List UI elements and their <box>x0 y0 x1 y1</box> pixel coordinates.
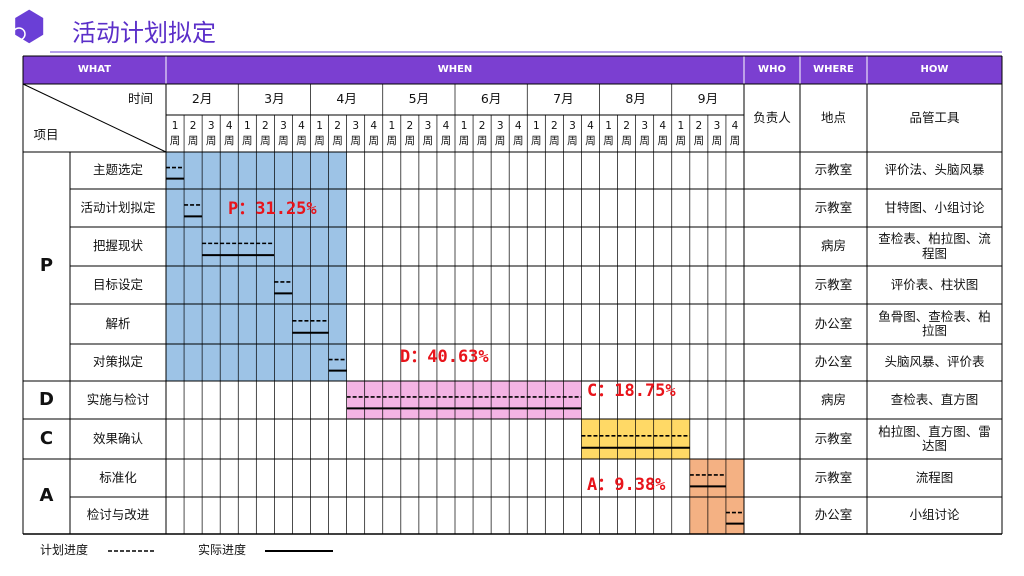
corner-diagonal <box>22 83 167 153</box>
corner-label: 项目 <box>33 126 59 142</box>
column-header: WHEN <box>437 64 473 76</box>
week-label: 2周 <box>332 120 343 147</box>
week-label: 3周 <box>422 120 434 147</box>
week-label: 3周 <box>567 120 578 147</box>
week-label: 2周 <box>476 120 488 147</box>
week-label: 2周 <box>621 120 632 147</box>
task-location: 病房 <box>820 238 846 254</box>
task-name: 检讨与改进 <box>86 507 150 523</box>
week-label: 1周 <box>386 120 398 147</box>
week-label: 4周 <box>223 120 235 147</box>
task-location: 示教室 <box>814 199 853 215</box>
task-tools: 头脑风暴、评价表 <box>884 354 985 370</box>
week-label: 3周 <box>639 120 650 147</box>
week-label: 4周 <box>657 120 668 147</box>
week-label: 2周 <box>549 120 560 147</box>
month-label: 2月 <box>191 91 213 107</box>
phase-label: C <box>39 427 54 449</box>
task-location: 办公室 <box>814 315 853 331</box>
month-label: 6月 <box>480 91 502 107</box>
month-label: 7月 <box>553 91 574 107</box>
logo-icon <box>15 9 44 44</box>
task-tools: 评价法、头脑风暴 <box>884 162 985 178</box>
month-label: 8月 <box>625 91 646 107</box>
task-name: 主题选定 <box>92 162 143 178</box>
week-label: 4周 <box>585 120 596 147</box>
task-location: 示教室 <box>814 162 853 178</box>
column-header: WHAT <box>77 64 112 76</box>
sub-header: 负责人 <box>753 109 791 125</box>
phase-label: A <box>39 485 54 507</box>
week-label: 1周 <box>169 120 181 147</box>
week-label: 1周 <box>314 120 325 147</box>
task-name: 目标设定 <box>92 276 143 292</box>
task-name: 标准化 <box>99 469 137 485</box>
task-name: 解析 <box>105 315 131 331</box>
phase-percent: D：40.63% <box>400 347 489 368</box>
task-location: 示教室 <box>814 430 853 446</box>
task-tools: 鱼骨图、查检表、柏拉图 <box>878 308 991 338</box>
task-tools: 柏拉图、直方图、雷达图 <box>878 423 991 453</box>
legend-label: 实际进度 <box>198 543 247 558</box>
week-label: 4周 <box>440 120 452 147</box>
phase-label: P <box>39 255 54 277</box>
week-label: 1周 <box>458 120 470 147</box>
phase-label: D <box>39 388 54 410</box>
phase-shade <box>346 381 582 419</box>
task-tools: 流程图 <box>915 469 954 485</box>
task-name: 对策拟定 <box>92 354 143 370</box>
task-location: 病房 <box>820 391 846 407</box>
week-label: 3周 <box>494 120 506 147</box>
task-tools: 小组讨论 <box>909 507 960 523</box>
task-name: 活动计划拟定 <box>80 199 156 215</box>
task-tools: 查检表、柏拉图、流程图 <box>878 231 991 261</box>
task-name: 把握现状 <box>92 238 143 254</box>
week-label: 4周 <box>368 120 379 147</box>
task-location: 示教室 <box>814 276 853 292</box>
column-header: WHERE <box>813 64 854 76</box>
week-label: 4周 <box>296 120 307 147</box>
task-location: 办公室 <box>814 507 853 523</box>
month-label: 9月 <box>697 91 719 107</box>
task-location: 办公室 <box>814 354 853 370</box>
week-label: 3周 <box>711 120 723 147</box>
week-label: 2周 <box>260 120 271 147</box>
task-tools: 查检表、直方图 <box>890 391 979 407</box>
week-label: 4周 <box>512 120 524 147</box>
column-header: WHO <box>758 64 786 76</box>
month-label: 4月 <box>336 91 357 107</box>
month-label: 3月 <box>264 91 285 107</box>
sub-header: 品管工具 <box>909 109 960 125</box>
week-label: 2周 <box>693 120 705 147</box>
corner-label: 时间 <box>127 90 153 106</box>
week-label: 2周 <box>187 120 199 147</box>
task-tools: 甘特图、小组讨论 <box>884 199 985 215</box>
week-label: 1周 <box>531 120 542 147</box>
week-label: 1周 <box>675 120 687 147</box>
week-label: 1周 <box>603 120 614 147</box>
week-label: 3周 <box>350 120 361 147</box>
column-header: HOW <box>920 64 949 76</box>
week-label: 1周 <box>242 120 253 147</box>
week-label: 3周 <box>205 120 217 147</box>
task-name: 效果确认 <box>92 430 143 446</box>
task-name: 实施与检讨 <box>86 391 150 407</box>
task-tools: 评价表、柱状图 <box>890 276 979 292</box>
phase-percent: A：9.38% <box>587 475 666 496</box>
month-label: 5月 <box>408 91 430 107</box>
week-label: 4周 <box>729 120 741 147</box>
sub-header: 地点 <box>820 109 846 125</box>
week-label: 3周 <box>278 120 289 147</box>
phase-percent: C：18.75% <box>587 381 676 402</box>
legend-label: 计划进度 <box>40 543 89 558</box>
week-label: 2周 <box>404 120 416 147</box>
page-title: 活动计划拟定 <box>72 19 216 48</box>
phase-percent: P：31.25% <box>228 199 317 220</box>
task-location: 示教室 <box>814 469 853 485</box>
logo-mark <box>12 27 26 41</box>
header-bar <box>23 56 1002 84</box>
